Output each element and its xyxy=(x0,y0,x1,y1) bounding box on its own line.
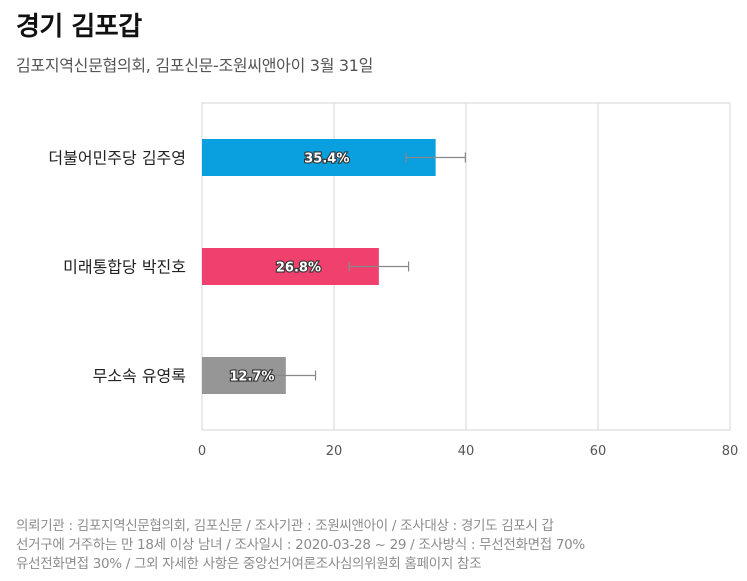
bar-value-label: 12.7% xyxy=(229,370,274,385)
bar-value-label: 35.4% xyxy=(304,152,349,167)
chart-subtitle: 김포지역신문협의회, 김포신문-조원씨앤아이 3월 31일 xyxy=(16,56,374,75)
category-label: 더불어민주당 김주영 xyxy=(48,149,186,168)
x-tick-label: 60 xyxy=(590,444,607,459)
bar-value-label: 26.8% xyxy=(276,261,321,276)
x-tick-label: 20 xyxy=(326,444,343,459)
category-label: 무소속 유영록 xyxy=(93,367,186,386)
x-tick-label: 0 xyxy=(198,444,206,459)
bar xyxy=(202,139,436,176)
category-label: 미래통합당 박진호 xyxy=(63,258,186,277)
x-tick-label: 80 xyxy=(722,444,739,459)
survey-footnote: 의뢰기관 : 김포지역신문협의회, 김포신문 / 조사기관 : 조원씨앤아이 /… xyxy=(16,517,736,574)
footnote-line: 선거구에 거주하는 만 18세 이상 남녀 / 조사일시 : 2020-03-2… xyxy=(16,537,585,553)
footnote-line: 유선전화면접 30% / 그외 자세한 사항은 중앙선거여론조사심의위원회 홈페… xyxy=(16,556,482,572)
footnote-line: 의뢰기관 : 김포지역신문협의회, 김포신문 / 조사기관 : 조원씨앤아이 /… xyxy=(16,518,554,534)
x-tick-label: 40 xyxy=(458,444,475,459)
bar-chart: 0 20 40 60 80 35.4% 더불어민주당 김주영 26.8% 미래통합당 박진호 12… xyxy=(48,102,739,459)
chart-title: 경기 김포갑 xyxy=(16,12,142,42)
